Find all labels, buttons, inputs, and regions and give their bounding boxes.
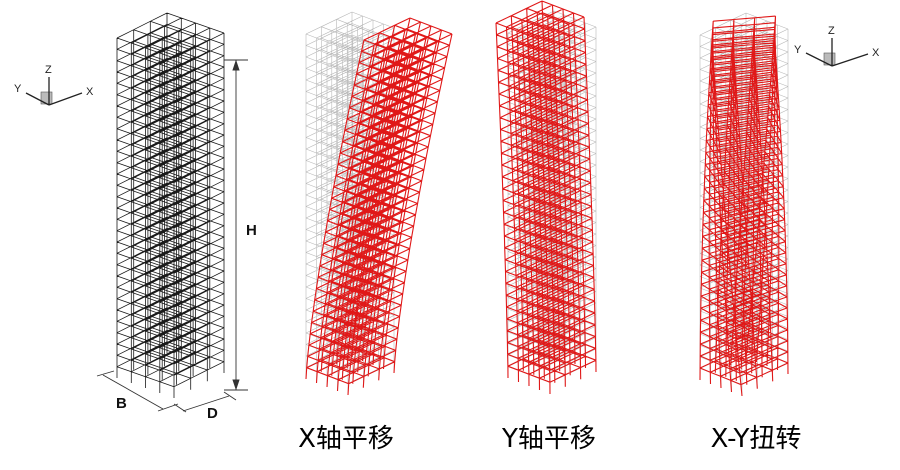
- width-dimension-line: [102, 374, 164, 410]
- dimension-tick: [96, 370, 115, 377]
- axis-triad-right: Z Y X: [794, 25, 880, 67]
- x-axis-line: [831, 53, 869, 67]
- dimension-tick: [157, 403, 179, 412]
- deformed-frame-torsion: [699, 15, 789, 397]
- dimension-tick: [173, 403, 187, 413]
- y-axis-line: [805, 52, 833, 67]
- original-building-frame: [116, 12, 225, 398]
- y-axis-label: Y: [794, 44, 802, 56]
- base-dimensions: [96, 370, 237, 413]
- caption-x-translation: X轴平移: [298, 424, 394, 454]
- x-axis-label: X: [86, 86, 94, 98]
- caption-torsion: X-Y扭转: [710, 424, 802, 454]
- caption-y-translation: Y轴平移: [502, 424, 596, 454]
- width-label: B: [116, 395, 127, 412]
- x-axis-line: [48, 92, 83, 106]
- height-label: H: [246, 222, 257, 239]
- axis-triad-left: Z Y X: [14, 64, 94, 106]
- dimension-tick: [223, 391, 237, 401]
- dimension-arrowheads: [232, 59, 240, 391]
- depth-label: D: [207, 405, 218, 422]
- x-axis-label: X: [872, 47, 880, 59]
- deformed-frame-x-translation: [305, 17, 453, 396]
- y-axis-label: Y: [14, 83, 22, 95]
- z-axis-label: Z: [45, 64, 52, 76]
- deformed-frame-y-translation: [495, 0, 597, 395]
- z-axis-label: Z: [828, 25, 835, 37]
- height-dimension: [224, 59, 248, 391]
- depth-dimension-line: [182, 395, 230, 412]
- y-axis-line: [25, 92, 50, 106]
